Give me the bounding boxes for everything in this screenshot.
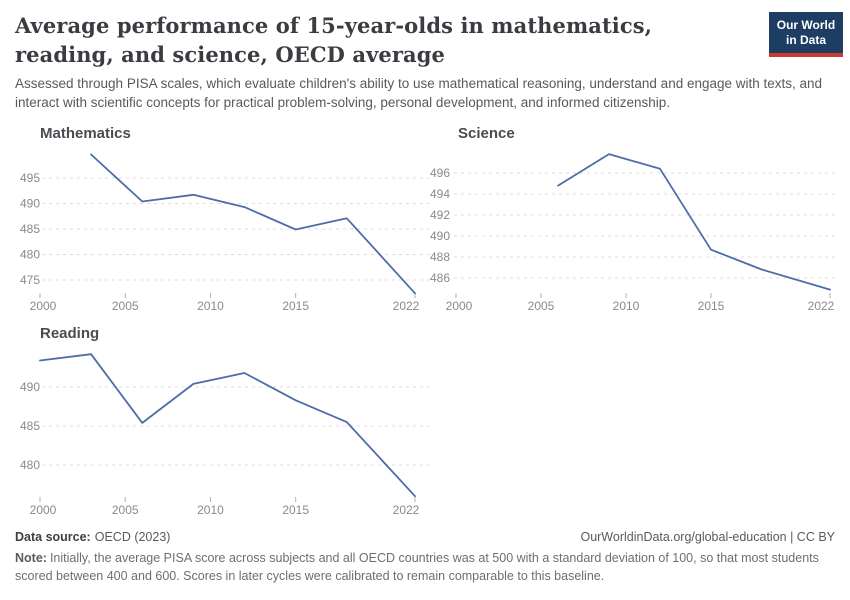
data-source-label: Data source: <box>15 530 91 544</box>
svg-text:2022: 2022 <box>808 299 835 313</box>
svg-text:490: 490 <box>430 229 450 243</box>
svg-text:485: 485 <box>20 419 40 433</box>
svg-text:475: 475 <box>20 273 40 287</box>
svg-text:490: 490 <box>20 380 40 394</box>
owid-logo-line2: in Data <box>785 32 826 47</box>
svg-text:2000: 2000 <box>446 299 473 313</box>
svg-text:2000: 2000 <box>30 299 57 313</box>
mathematics-chart-title: Mathematics <box>40 125 131 142</box>
svg-text:2022: 2022 <box>393 503 420 517</box>
svg-text:2015: 2015 <box>282 503 309 517</box>
svg-text:494: 494 <box>430 187 450 201</box>
mathematics-chart[interactable]: Mathematics 475 480 485 490 495 2000 2005 2010 2… <box>0 120 440 320</box>
footer: Data source: OECD (2023) OurWorldinData.o… <box>15 530 835 585</box>
data-source: Data source: OECD (2023) <box>15 530 170 544</box>
reading-chart-title: Reading <box>40 325 100 342</box>
footer-link[interactable]: OurWorldinData.org/global-education | CC… <box>580 530 835 544</box>
footer-note: Note: Initially, the average PISA score a… <box>15 550 821 585</box>
svg-text:2010: 2010 <box>613 299 640 313</box>
footer-note-label: Note: <box>15 551 47 565</box>
svg-text:2005: 2005 <box>528 299 555 313</box>
mathematics-plot[interactable]: 475 480 485 490 495 2000 2005 2010 2015 2022 <box>0 120 440 320</box>
svg-text:488: 488 <box>430 250 450 264</box>
chart-subtitle: Assessed through PISA scales, which eval… <box>15 76 823 111</box>
page-title: Average performance of 15-year-olds in m… <box>15 13 653 67</box>
svg-text:495: 495 <box>20 171 40 185</box>
reading-plot[interactable]: 480 485 490 2000 2005 2010 2015 2022 <box>0 320 440 520</box>
svg-text:480: 480 <box>20 248 40 262</box>
svg-text:2015: 2015 <box>282 299 309 313</box>
svg-text:485: 485 <box>20 222 40 236</box>
science-chart[interactable]: Science 486 488 490 492 494 496 2000 2005 2010 20… <box>420 120 850 320</box>
reading-chart[interactable]: Reading 480 485 490 2000 2005 2010 2015 2022 <box>0 320 440 520</box>
svg-text:2005: 2005 <box>112 299 139 313</box>
svg-text:2010: 2010 <box>197 503 224 517</box>
svg-text:490: 490 <box>20 197 40 211</box>
footer-note-text: Initially, the average PISA score across… <box>15 551 819 583</box>
svg-text:492: 492 <box>430 208 450 222</box>
owid-logo[interactable]: Our World in Data <box>769 12 843 57</box>
svg-text:2010: 2010 <box>197 299 224 313</box>
svg-text:2005: 2005 <box>112 503 139 517</box>
science-chart-title: Science <box>458 125 515 142</box>
data-source-value: OECD (2023) <box>94 530 171 544</box>
owid-logo-line1: Our World <box>776 18 836 33</box>
svg-text:2000: 2000 <box>30 503 57 517</box>
science-plot[interactable]: 486 488 490 492 494 496 2000 2005 2010 2015 2022 <box>420 120 850 320</box>
svg-text:2022: 2022 <box>393 299 420 313</box>
svg-text:2015: 2015 <box>698 299 725 313</box>
svg-text:486: 486 <box>430 271 450 285</box>
svg-text:480: 480 <box>20 458 40 472</box>
svg-text:496: 496 <box>430 166 450 180</box>
